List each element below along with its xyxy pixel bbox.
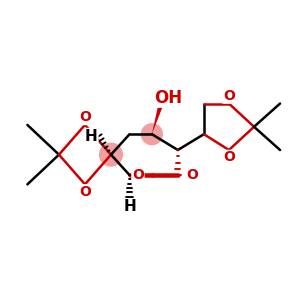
Text: H: H [85, 129, 98, 144]
Text: OH: OH [154, 89, 183, 107]
Polygon shape [152, 103, 164, 134]
Circle shape [99, 142, 123, 167]
Text: O: O [132, 168, 144, 182]
Text: O: O [79, 110, 91, 124]
Text: O: O [186, 168, 198, 182]
Text: O: O [223, 150, 235, 164]
Text: O: O [223, 89, 235, 103]
Text: H: H [123, 199, 136, 214]
Text: O: O [79, 185, 91, 199]
Circle shape [141, 123, 163, 146]
